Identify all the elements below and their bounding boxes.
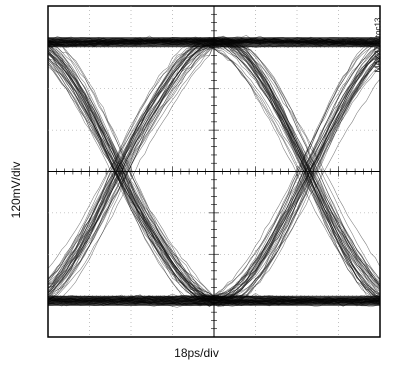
figure-code: MAX3787toc13 (373, 17, 383, 73)
x-axis-label: 18ps/div (174, 346, 219, 360)
y-axis-label: 120mV/div (9, 161, 23, 219)
high-level-rail (48, 37, 380, 48)
low-level-rail (48, 295, 380, 306)
eye-traces (47, 34, 381, 308)
eye-trace (47, 51, 381, 298)
eye-trace (47, 45, 381, 304)
